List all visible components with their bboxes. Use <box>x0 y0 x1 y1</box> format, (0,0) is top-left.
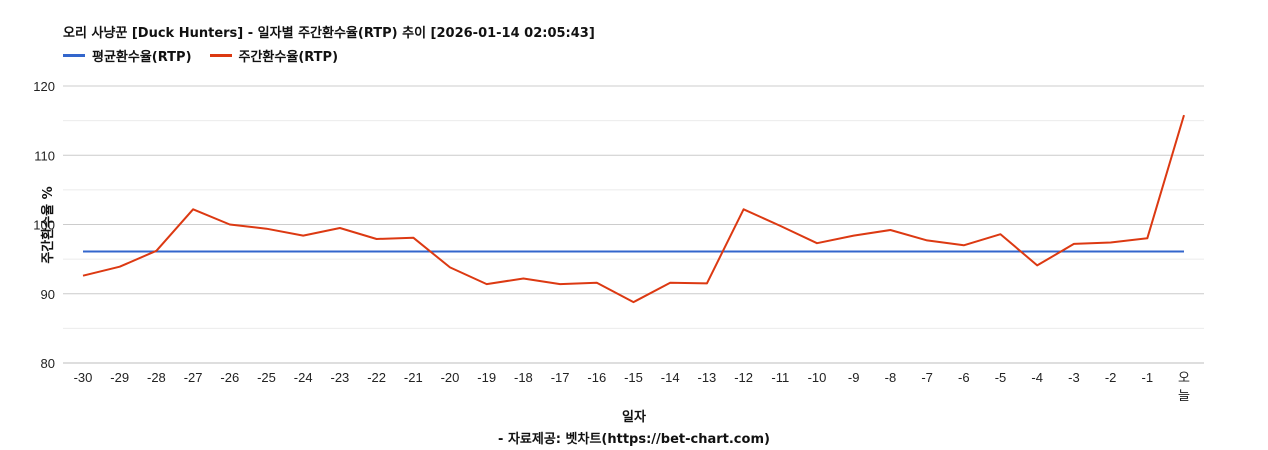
y-tick-label: 100 <box>33 218 55 233</box>
legend-swatch-average <box>63 54 85 57</box>
x-tick-label: -24 <box>294 370 313 385</box>
x-tick-label: -6 <box>958 370 970 385</box>
x-tick-label: -25 <box>257 370 276 385</box>
x-tick-label: -23 <box>331 370 350 385</box>
x-tick-label: -4 <box>1031 370 1043 385</box>
legend-label-average: 평균환수율(RTP) <box>92 50 192 65</box>
x-tick-label: -3 <box>1068 370 1080 385</box>
x-tick-label: -13 <box>698 370 717 385</box>
x-tick-label: -27 <box>184 370 203 385</box>
source-credit: - 자료제공: 벳차트(https://bet-chart.com) <box>498 432 770 447</box>
x-tick-label: -8 <box>885 370 897 385</box>
weekly-rtp-line <box>82 114 1185 304</box>
x-tick-label: -17 <box>551 370 570 385</box>
legend-item-average[interactable]: 평균환수율(RTP) <box>63 46 192 65</box>
x-tick-label: -5 <box>995 370 1007 385</box>
x-tick-label: -2 <box>1105 370 1117 385</box>
y-tick-label: 80 <box>41 356 55 371</box>
x-tick-label: -1 <box>1142 370 1154 385</box>
x-tick-label: -30 <box>74 370 93 385</box>
x-tick-label: -18 <box>514 370 533 385</box>
x-axis-label: 일자 <box>622 410 646 425</box>
x-tick-label: -22 <box>367 370 386 385</box>
legend-swatch-weekly <box>209 54 232 57</box>
chart-title: 오리 사냥꾼 [Duck Hunters] - 일자별 주간환수율(RTP) 추… <box>63 26 595 41</box>
x-tick-label: -15 <box>624 370 643 385</box>
x-tick-label: 오 <box>1178 370 1190 385</box>
x-tick-label: -12 <box>734 370 753 385</box>
legend-label-weekly: 주간환수율(RTP) <box>238 50 339 65</box>
x-tick-label: -20 <box>441 370 460 385</box>
x-tick-label: 늘 <box>1178 388 1190 403</box>
x-tick-label: -11 <box>771 370 789 385</box>
legend-item-weekly[interactable]: 주간환수율(RTP) <box>209 46 339 65</box>
x-tick-label: -7 <box>921 370 933 385</box>
x-tick-label: -28 <box>147 370 166 385</box>
legend: 평균환수율(RTP) 주간환수율(RTP) <box>63 46 338 65</box>
x-tick-label: -9 <box>848 370 860 385</box>
x-tick-label: -21 <box>404 370 423 385</box>
y-axis-label: 주간환수율 % <box>41 186 57 264</box>
x-tick-label: -16 <box>587 370 606 385</box>
x-tick-label: -26 <box>220 370 239 385</box>
x-tick-label: -19 <box>477 370 496 385</box>
x-tick-label: -29 <box>110 370 129 385</box>
y-tick-label: 110 <box>34 148 55 163</box>
x-tick-label: -14 <box>661 370 680 385</box>
y-tick-label: 120 <box>33 79 55 94</box>
x-tick-label: -10 <box>808 370 827 385</box>
y-tick-label: 90 <box>41 287 55 302</box>
